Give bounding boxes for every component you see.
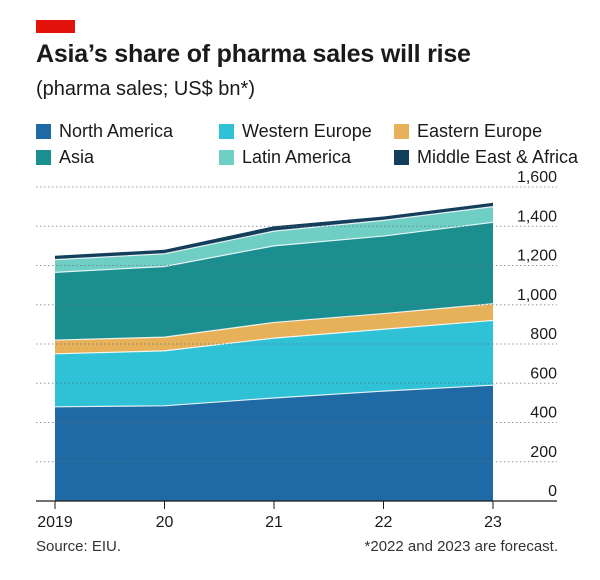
y-tick-label: 0 bbox=[548, 483, 557, 500]
legend-label-western-europe: Western Europe bbox=[242, 120, 372, 141]
legend-swatch-western-europe bbox=[219, 123, 234, 139]
area-north-america bbox=[55, 385, 493, 501]
area-eastern-europe bbox=[55, 303, 493, 354]
legend-swatch-asia bbox=[36, 149, 51, 165]
area-latin-america bbox=[55, 206, 493, 273]
x-tick-label: 2019 bbox=[37, 514, 73, 531]
y-tick-label: 1,000 bbox=[517, 287, 557, 304]
chart-subtitle: (pharma sales; US$ bn*) bbox=[36, 78, 255, 100]
area-western-europe bbox=[55, 320, 493, 407]
legend-label-north-america: North America bbox=[59, 120, 174, 141]
y-tick-label: 600 bbox=[530, 365, 557, 382]
source-note: Source: EIU. bbox=[36, 538, 122, 555]
legend-item-latin-america: Latin America bbox=[219, 146, 351, 168]
legend-swatch-eastern-europe bbox=[394, 123, 409, 139]
band-separator-5 bbox=[54, 206, 494, 261]
legend-item-middle-east-africa: Middle East & Africa bbox=[394, 146, 578, 168]
legend-label-asia: Asia bbox=[59, 146, 95, 167]
y-tick-label: 1,400 bbox=[517, 208, 557, 225]
band-separator-2 bbox=[54, 319, 494, 355]
band-separator-1 bbox=[54, 384, 494, 408]
y-tick-label: 200 bbox=[530, 444, 557, 461]
y-tick-label: 1,600 bbox=[517, 169, 557, 186]
legend-label-latin-america: Latin America bbox=[242, 146, 352, 167]
area-asia bbox=[55, 222, 493, 341]
x-tick-label: 22 bbox=[375, 514, 393, 531]
legend-label-eastern-europe: Eastern Europe bbox=[417, 120, 543, 141]
x-tick-label: 20 bbox=[156, 514, 174, 531]
band-separator-4 bbox=[54, 221, 494, 273]
legend-item-eastern-europe: Eastern Europe bbox=[394, 120, 542, 142]
chart-title: Asia’s share of pharma sales will rise bbox=[36, 40, 471, 68]
legend: North America Western Europe Eastern Eur… bbox=[36, 120, 596, 172]
legend-item-western-europe: Western Europe bbox=[219, 120, 372, 142]
x-tick-label: 21 bbox=[265, 514, 283, 531]
legend-swatch-middle-east-africa bbox=[394, 149, 409, 165]
legend-swatch-latin-america bbox=[219, 149, 234, 165]
brand-tag bbox=[36, 20, 75, 33]
y-tick-label: 400 bbox=[530, 405, 557, 422]
x-tick-label: 23 bbox=[484, 514, 502, 531]
legend-item-asia: Asia bbox=[36, 146, 94, 168]
legend-swatch-north-america bbox=[36, 123, 51, 139]
legend-label-middle-east-africa: Middle East & Africa bbox=[417, 146, 579, 167]
y-tick-label: 800 bbox=[530, 326, 557, 343]
forecast-footnote: *2022 and 2023 are forecast. bbox=[364, 538, 558, 555]
band-separator-3 bbox=[54, 303, 494, 341]
legend-item-north-america: North America bbox=[36, 120, 173, 142]
y-tick-label: 1,200 bbox=[517, 248, 557, 265]
